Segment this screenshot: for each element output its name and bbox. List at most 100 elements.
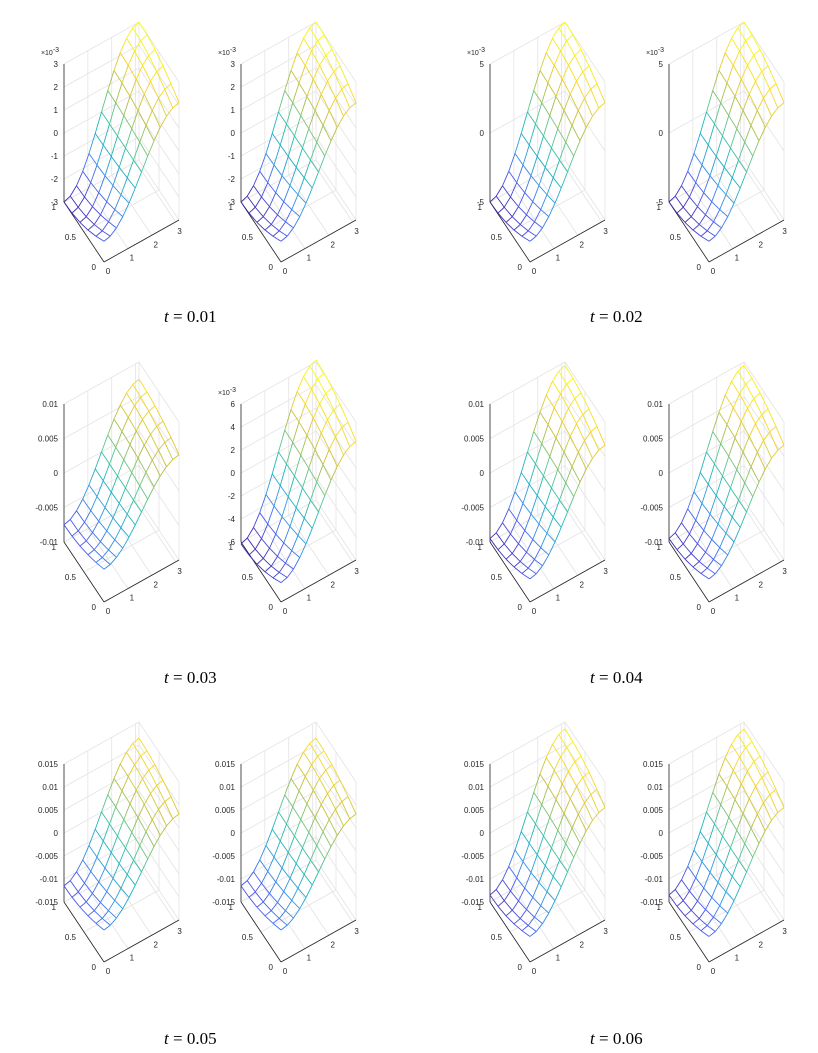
- mesh-line: [540, 209, 550, 217]
- mesh-line: [769, 794, 779, 813]
- mesh-line: [299, 543, 307, 558]
- mesh-line: [555, 799, 565, 814]
- z-tick-label: 0: [659, 469, 664, 478]
- y-tick-label: 0: [92, 603, 97, 612]
- mesh-line: [137, 804, 145, 818]
- x-tick-label: 2: [580, 940, 585, 949]
- mesh-line: [718, 394, 726, 413]
- y-tick-label: 0: [92, 963, 97, 972]
- mesh-line: [528, 823, 536, 844]
- mesh-line: [63, 880, 71, 887]
- mesh-line: [126, 27, 134, 39]
- mesh-line: [703, 192, 713, 202]
- mesh-line: [300, 803, 308, 820]
- mesh-line: [527, 925, 537, 932]
- mesh-line: [682, 543, 692, 554]
- mesh-line: [280, 577, 288, 584]
- mesh-line: [120, 527, 130, 538]
- mesh-line: [505, 910, 513, 917]
- mesh-line: [755, 71, 763, 82]
- mesh-line: [327, 419, 336, 437]
- mesh-line: [738, 142, 746, 161]
- mesh-line: [720, 786, 728, 805]
- mesh-line: [271, 828, 281, 842]
- mesh-line: [315, 737, 325, 752]
- mesh-line: [668, 538, 678, 550]
- mesh-line: [93, 902, 101, 911]
- mesh-line: [101, 918, 111, 926]
- mesh-line: [140, 40, 150, 56]
- mesh-line: [711, 201, 721, 210]
- axes-grid: [489, 361, 606, 603]
- mesh-line: [134, 50, 143, 66]
- mesh-line: [77, 530, 87, 542]
- mesh-line: [582, 65, 590, 72]
- mesh-line: [516, 877, 526, 889]
- mesh-line: [133, 845, 141, 861]
- y-tick-label: 0.5: [242, 573, 254, 582]
- mesh-line: [341, 421, 349, 428]
- mesh-line: [88, 133, 96, 154]
- mesh-line: [758, 127, 766, 142]
- mesh-line: [708, 235, 716, 242]
- mesh-line: [526, 909, 535, 918]
- mesh-line: [84, 182, 92, 198]
- mesh-line: [118, 503, 128, 515]
- mesh-line: [327, 793, 336, 810]
- mesh-line: [118, 487, 126, 504]
- mesh-line: [115, 102, 125, 116]
- mesh-line: [730, 469, 738, 489]
- mesh-line: [747, 55, 755, 66]
- caption-t-symbol: t: [164, 1029, 169, 1048]
- mesh-line: [707, 823, 715, 844]
- mesh-line: [164, 801, 174, 819]
- mesh-line: [101, 557, 111, 565]
- mesh-line: [273, 840, 281, 858]
- mesh-line: [320, 94, 330, 111]
- mesh-line: [777, 807, 785, 813]
- mesh-line: [734, 437, 744, 453]
- mesh-line: [544, 487, 552, 507]
- mesh-line: [692, 561, 700, 568]
- mesh-line: [699, 811, 707, 832]
- mesh-line: [314, 449, 324, 465]
- mesh-line: [684, 553, 692, 560]
- mesh-line: [347, 796, 357, 815]
- mesh-line: [535, 823, 544, 837]
- mesh-line: [253, 527, 262, 539]
- mesh-line: [325, 393, 335, 411]
- mesh-line: [563, 813, 573, 829]
- mesh-line: [742, 94, 750, 111]
- mesh-line: [572, 741, 582, 757]
- x-tick-label: 2: [331, 240, 336, 249]
- mesh-line: [109, 917, 117, 926]
- mesh-line: [560, 511, 568, 528]
- mesh-line: [549, 437, 557, 457]
- mesh-line: [744, 466, 752, 484]
- mesh-line: [681, 185, 690, 198]
- mesh-line: [279, 823, 287, 842]
- mesh-line: [519, 561, 529, 569]
- mesh-line: [559, 859, 568, 873]
- mesh-line: [82, 845, 90, 861]
- mesh-line: [98, 507, 106, 522]
- mesh-line: [289, 167, 297, 186]
- mesh-line: [262, 206, 270, 217]
- mesh-line: [267, 871, 277, 883]
- mesh-line: [265, 153, 275, 166]
- mesh-line: [303, 751, 312, 766]
- mesh-line: [69, 185, 77, 197]
- mesh-line: [248, 212, 258, 223]
- mesh-line: [489, 201, 499, 214]
- mesh-line: [88, 484, 98, 497]
- mesh-line: [96, 480, 104, 497]
- mesh-line: [275, 881, 285, 892]
- mesh-line: [269, 893, 278, 903]
- x-tick-label: 2: [154, 580, 159, 589]
- mesh-line: [292, 442, 302, 456]
- mesh-line: [320, 432, 330, 450]
- mesh-line: [292, 806, 302, 820]
- mesh-line: [742, 451, 752, 467]
- mesh-line: [126, 743, 134, 753]
